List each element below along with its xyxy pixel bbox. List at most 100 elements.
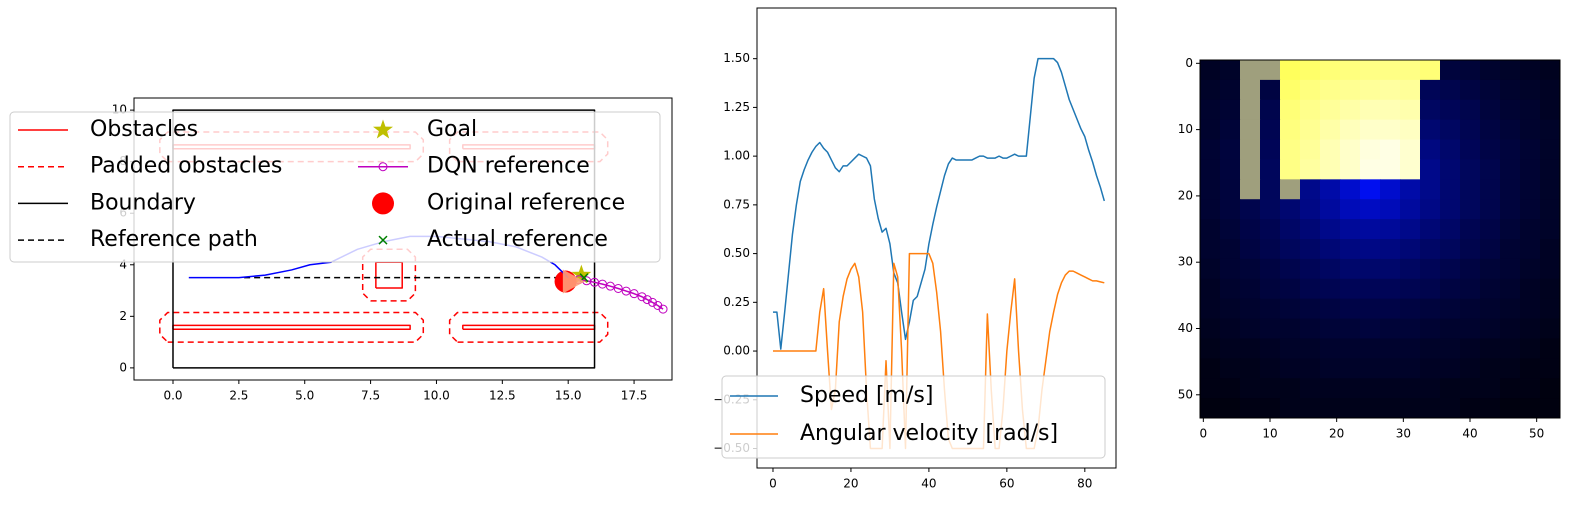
heatmap-cell bbox=[1440, 298, 1461, 320]
heatmap-cell bbox=[1440, 239, 1461, 260]
heatmap-cell bbox=[1380, 60, 1401, 81]
x-tick-label: 12.5 bbox=[489, 389, 516, 403]
heatmap-cell bbox=[1460, 99, 1481, 121]
heatmap-cell bbox=[1240, 239, 1261, 260]
y-tick-label: 0.75 bbox=[723, 197, 750, 211]
heatmap-cell bbox=[1220, 378, 1241, 399]
heatmap-cell bbox=[1460, 338, 1481, 359]
heatmap-cell bbox=[1260, 119, 1281, 141]
heatmap-cell bbox=[1320, 239, 1341, 260]
heatmap-cell bbox=[1220, 99, 1241, 121]
heatmap-cell bbox=[1400, 358, 1421, 379]
heatmap-cell bbox=[1340, 159, 1361, 180]
heatmap-cell bbox=[1280, 239, 1301, 260]
heatmap-cell bbox=[1260, 378, 1281, 399]
heatmap-cell bbox=[1520, 378, 1541, 399]
heatmap-cell bbox=[1320, 358, 1341, 379]
heatmap-cell bbox=[1220, 179, 1241, 200]
heatmap-cell bbox=[1300, 199, 1321, 220]
heatmap-cell bbox=[1340, 60, 1361, 81]
heatmap-cell bbox=[1300, 398, 1321, 418]
heatmap-cell bbox=[1520, 139, 1541, 160]
heatmap-cell bbox=[1220, 219, 1241, 240]
heatmap-cell bbox=[1440, 258, 1461, 280]
heatmap-cell bbox=[1340, 179, 1361, 200]
heatmap-cell bbox=[1460, 358, 1481, 379]
heatmap-cell bbox=[1300, 60, 1321, 81]
heatmap-cell bbox=[1280, 318, 1301, 339]
heatmap-cell bbox=[1500, 239, 1521, 260]
legend-text: Actual reference bbox=[427, 227, 608, 252]
heatmap-cell bbox=[1380, 99, 1401, 121]
heatmap-cell bbox=[1320, 378, 1341, 399]
heatmap-cell bbox=[1260, 99, 1281, 121]
heatmap-cell bbox=[1200, 318, 1221, 339]
heatmap-cell bbox=[1320, 79, 1341, 101]
heatmap-cell bbox=[1480, 179, 1501, 200]
heatmap-cell bbox=[1500, 338, 1521, 359]
heatmap-cell bbox=[1380, 318, 1401, 339]
heatmap-cell bbox=[1200, 338, 1221, 359]
heatmap-cell bbox=[1380, 338, 1401, 359]
heatmap-cell bbox=[1380, 179, 1401, 200]
heatmap-cell bbox=[1540, 99, 1560, 121]
heatmap-cell bbox=[1420, 338, 1441, 359]
heatmap-cell bbox=[1440, 378, 1461, 399]
heatmap-cell bbox=[1280, 298, 1301, 320]
heatmap-cell bbox=[1480, 79, 1501, 101]
y-tick-label: 10 bbox=[1178, 122, 1193, 136]
x-tick-label: 0 bbox=[769, 477, 777, 491]
heatmap-cell bbox=[1260, 239, 1281, 260]
x-tick-label: 17.5 bbox=[621, 389, 648, 403]
heatmap-cell bbox=[1300, 338, 1321, 359]
heatmap-cell bbox=[1240, 179, 1261, 200]
heatmap-cell bbox=[1200, 199, 1221, 220]
heatmap-cell bbox=[1280, 378, 1301, 399]
legend-text: Obstacles bbox=[90, 117, 198, 142]
heatmap-cell bbox=[1320, 398, 1341, 418]
heatmap-cell bbox=[1540, 258, 1560, 280]
y-tick-label: 0.25 bbox=[723, 295, 750, 309]
heatmap-cell bbox=[1380, 398, 1401, 418]
heatmap-cell bbox=[1380, 159, 1401, 180]
x-tick-label: 40 bbox=[1462, 427, 1477, 441]
heatmap-cell bbox=[1360, 79, 1381, 101]
heatmap-cell bbox=[1460, 139, 1481, 160]
heatmap-cell bbox=[1280, 159, 1301, 180]
heatmap-cell bbox=[1260, 60, 1281, 81]
heatmap-cell bbox=[1400, 159, 1421, 180]
heatmap-cell bbox=[1360, 99, 1381, 121]
heatmap-cell bbox=[1480, 338, 1501, 359]
heatmap-cell bbox=[1360, 278, 1381, 300]
legend-marker bbox=[372, 192, 394, 215]
heatmap-cell bbox=[1300, 378, 1321, 399]
legend-marker bbox=[378, 162, 388, 172]
heatmap-cell bbox=[1400, 60, 1421, 81]
heatmap-cell bbox=[1300, 79, 1321, 101]
heatmap-cell bbox=[1440, 318, 1461, 339]
heatmap-cell bbox=[1280, 199, 1301, 220]
y-tick-label: 30 bbox=[1178, 255, 1193, 269]
x-tick-label: 80 bbox=[1077, 477, 1092, 491]
heatmap-cell bbox=[1260, 139, 1281, 160]
heatmap-cell bbox=[1460, 258, 1481, 280]
heatmap-cell bbox=[1540, 318, 1560, 339]
x-tick-label: 20 bbox=[1329, 427, 1344, 441]
heatmap-cell bbox=[1480, 298, 1501, 320]
heatmap-cell bbox=[1200, 179, 1221, 200]
heatmap-cell bbox=[1340, 378, 1361, 399]
heatmap-cell bbox=[1360, 258, 1381, 280]
heatmap-cell bbox=[1480, 378, 1501, 399]
heatmap-cell bbox=[1400, 79, 1421, 101]
heatmap-cell bbox=[1540, 79, 1560, 101]
data-marker bbox=[562, 269, 585, 294]
heatmap-cell bbox=[1380, 139, 1401, 160]
heatmap-cell bbox=[1420, 179, 1441, 200]
heatmap-cell bbox=[1540, 398, 1560, 418]
heatmap-cell bbox=[1240, 219, 1261, 240]
heatmap-cell bbox=[1520, 278, 1541, 300]
heatmap-cell bbox=[1280, 278, 1301, 300]
heatmap-cell bbox=[1320, 258, 1341, 280]
heatmap-cell bbox=[1280, 139, 1301, 160]
